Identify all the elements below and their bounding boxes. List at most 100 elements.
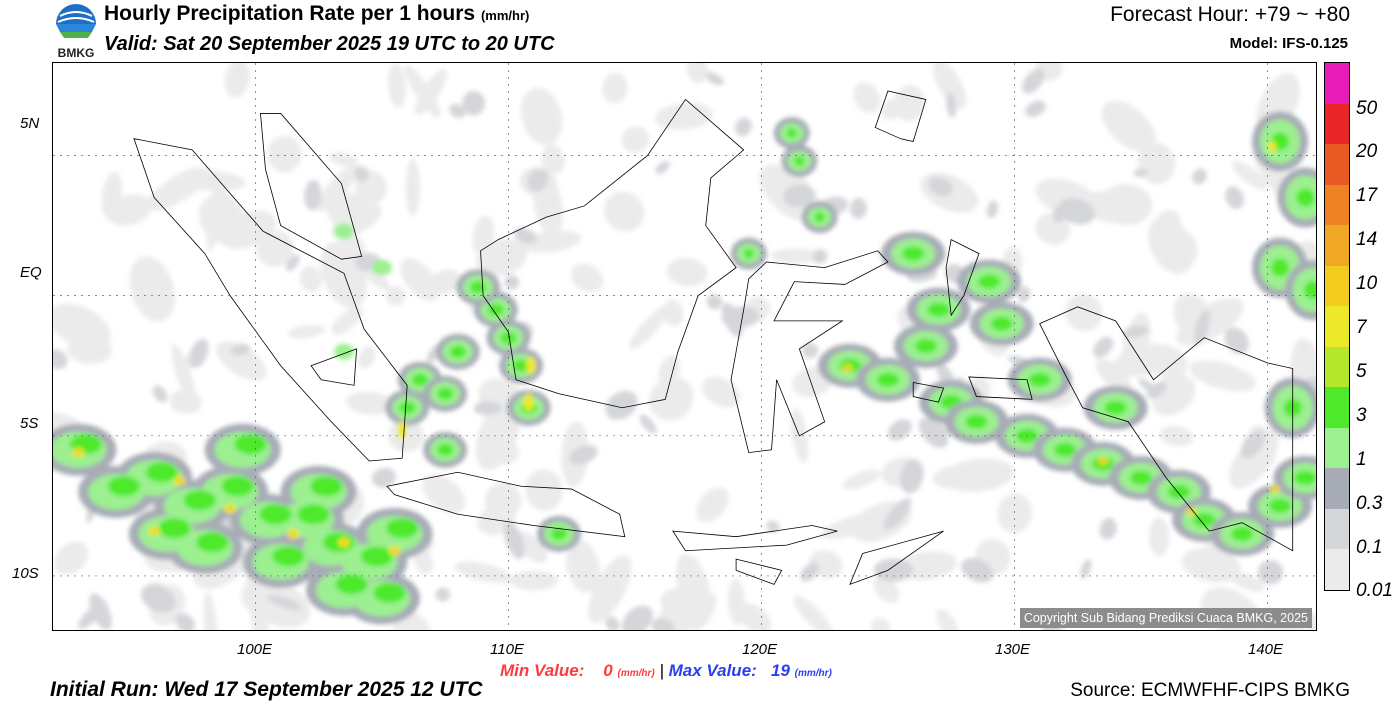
precip-cell	[371, 467, 396, 488]
precip-cell	[141, 584, 176, 613]
buru-coast	[912, 382, 945, 403]
precip-cell	[621, 605, 653, 630]
precip-cell	[437, 443, 454, 456]
precip-cell	[1159, 425, 1194, 447]
lon-label-140e: 140E	[1248, 641, 1284, 658]
precip-cell	[290, 530, 297, 537]
precip-cell	[75, 449, 82, 456]
lat-label-10s: 10S	[12, 565, 39, 582]
colorbar-label: 0.1	[1356, 537, 1383, 558]
precip-cell	[250, 605, 273, 630]
precip-cell	[175, 613, 195, 630]
precip-cell	[1181, 547, 1241, 583]
precip-cell	[152, 385, 168, 403]
precip-cell	[802, 342, 819, 359]
precip-cell	[1268, 141, 1277, 154]
precip-cell	[272, 546, 305, 567]
precip-cell	[1017, 286, 1031, 303]
precip-cell	[691, 593, 717, 630]
colorbar-label: 17	[1356, 185, 1378, 206]
precip-cell	[705, 72, 724, 86]
precip-cell	[340, 539, 347, 546]
precip-cell	[1296, 188, 1315, 207]
map-canvas	[53, 63, 1316, 630]
precip-cell	[129, 256, 175, 322]
precip-cell	[914, 339, 937, 354]
precip-cell	[299, 265, 322, 293]
precip-cell	[873, 558, 913, 582]
precip-cell	[990, 316, 1013, 331]
precip-cell	[1138, 378, 1158, 394]
precip-cell	[782, 184, 815, 208]
precip-cell	[605, 390, 638, 420]
precip-cell	[196, 532, 229, 553]
precip-cell	[435, 587, 451, 602]
precip-cell	[54, 541, 89, 575]
precip-cell	[462, 90, 486, 116]
precip-cell	[1054, 442, 1076, 457]
precip-cell	[932, 462, 1008, 491]
precip-cell	[53, 349, 68, 370]
precip-cell	[411, 373, 428, 386]
min-value: Min Value: 0 (mm/hr)	[500, 661, 655, 680]
precip-cell	[523, 393, 534, 412]
precip-cell	[1024, 100, 1046, 117]
precip-cell	[147, 167, 210, 211]
precip-cell	[1104, 400, 1127, 415]
precip-cell	[400, 258, 439, 301]
precip-cell	[215, 189, 245, 220]
precip-cell	[786, 128, 797, 139]
precip-cell	[766, 520, 780, 533]
precip-cell	[1095, 358, 1132, 393]
forecast-hour: Forecast Hour: +79 ~ +80	[1110, 3, 1350, 26]
precip-cell	[513, 359, 530, 372]
lon-label-100e: 100E	[237, 641, 273, 658]
precip-cell	[158, 518, 191, 539]
precip-cell	[399, 401, 416, 414]
precip-cell	[1257, 560, 1284, 585]
precip-cell	[1113, 343, 1179, 377]
precip-cell	[473, 401, 502, 416]
precip-cell	[513, 227, 537, 244]
colorbar-segment	[1325, 63, 1349, 104]
precip-cell	[171, 344, 196, 404]
precipitation-map: Copyright Sub Bidang Prediksi Cuaca BMKG…	[52, 62, 1317, 631]
precip-cell	[331, 306, 363, 335]
seram-coast	[968, 376, 1033, 400]
java-coast	[386, 471, 626, 538]
borneo-coast	[480, 98, 745, 409]
precip-cell	[936, 609, 959, 630]
copyright-note: Copyright Sub Bidang Prediksi Cuaca BMKG…	[1019, 608, 1312, 628]
precip-cell	[449, 103, 466, 118]
precip-cell	[820, 510, 893, 539]
precip-cell	[287, 325, 325, 339]
separator: |	[659, 661, 664, 680]
precip-cell	[793, 595, 833, 630]
precip-cell	[702, 376, 741, 408]
precip-cell	[1167, 484, 1190, 499]
precip-cell	[651, 618, 675, 630]
precip-cell	[1093, 336, 1114, 358]
colorbar-segment	[1325, 103, 1349, 145]
colorbar-segment	[1325, 184, 1349, 226]
precip-cell	[812, 248, 828, 264]
precip-cell	[189, 338, 209, 368]
precip-cell	[541, 144, 565, 175]
precip-cell	[266, 594, 302, 611]
lat-label-5n: 5N	[20, 115, 40, 132]
precip-cell	[151, 528, 158, 535]
precip-cell	[871, 617, 891, 630]
precip-cell	[696, 487, 729, 523]
precip-cell	[335, 574, 368, 595]
precip-cell	[297, 504, 330, 525]
malay-peninsula-coast	[260, 113, 363, 260]
sumatra-coast	[133, 138, 408, 462]
precip-cell	[520, 87, 563, 146]
precip-cell	[794, 156, 805, 167]
lon-label-120e: 120E	[742, 641, 778, 658]
precip-cell	[602, 72, 628, 104]
precip-cell	[1100, 459, 1106, 464]
precip-cell	[386, 518, 419, 539]
precip-cell	[1133, 168, 1148, 178]
precip-cell	[1225, 186, 1244, 209]
